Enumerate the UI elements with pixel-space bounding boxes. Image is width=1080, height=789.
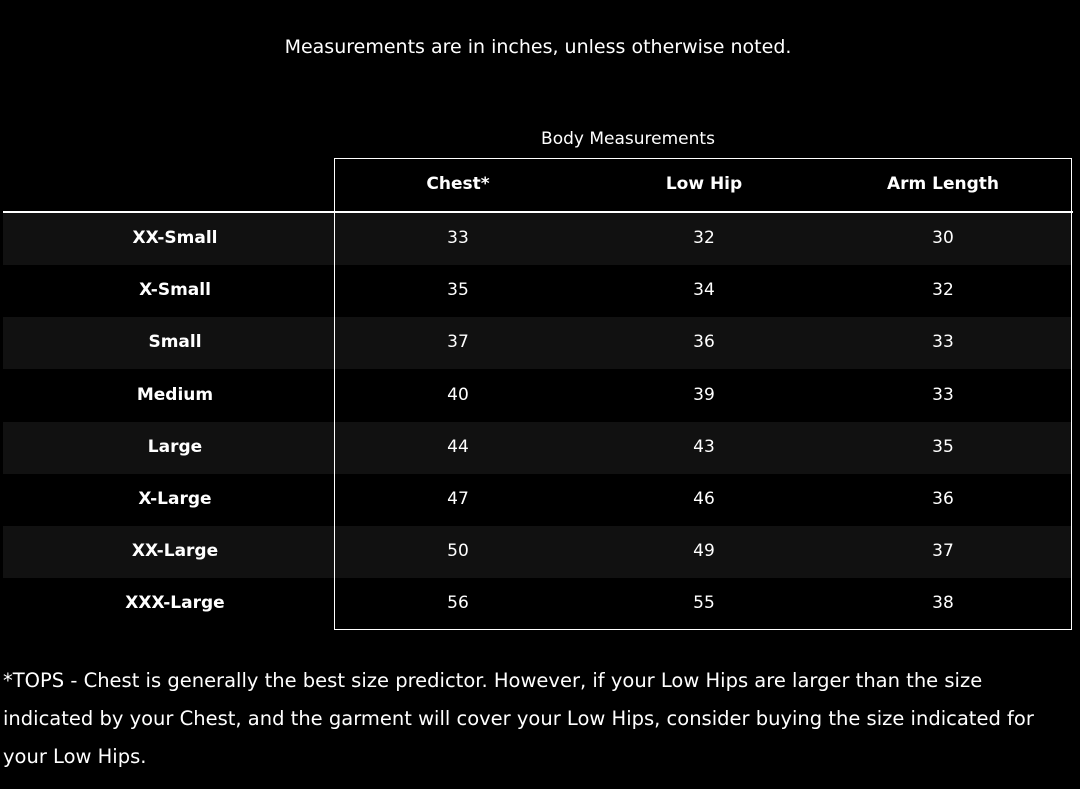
size-label: Large xyxy=(147,436,203,457)
column-header-low-hip: Low Hip xyxy=(665,174,743,194)
measurement-cell: 56 xyxy=(447,593,469,614)
measurement-cell: 46 xyxy=(693,489,715,509)
size-label: XXX-Large xyxy=(125,593,225,614)
units-note: Measurements are in inches, unless other… xyxy=(284,36,792,58)
table-row: XX-Large 50 49 37 xyxy=(3,526,1072,579)
size-label: Medium xyxy=(136,384,214,405)
table-row: XX-Small 33 32 30 xyxy=(3,213,1072,265)
size-label: X-Small xyxy=(139,280,211,301)
table-row: X-Small 35 34 32 xyxy=(3,265,1072,317)
size-label: XX-Small xyxy=(132,228,218,248)
size-label: X-Large xyxy=(138,489,212,509)
size-label: XX-Large xyxy=(131,541,219,562)
table-row: X-Large 47 46 36 xyxy=(3,474,1072,526)
measurement-cell: 40 xyxy=(447,384,469,405)
measurement-cell: 38 xyxy=(932,593,954,614)
measurement-cell: 32 xyxy=(932,280,954,301)
measurement-cell: 36 xyxy=(693,332,715,353)
size-label: Small xyxy=(148,332,202,353)
measurement-cell: 37 xyxy=(447,332,469,353)
column-header-arm-length: Arm Length xyxy=(886,174,1000,194)
measurements-box xyxy=(334,158,1072,630)
measurement-cell: 32 xyxy=(693,228,715,248)
measurement-cell: 55 xyxy=(693,593,715,614)
header-divider xyxy=(3,211,1073,213)
measurement-cell: 35 xyxy=(932,436,954,457)
measurement-cell: 30 xyxy=(932,228,954,248)
measurement-cell: 37 xyxy=(932,541,954,562)
measurement-cell: 36 xyxy=(932,489,954,509)
measurement-cell: 33 xyxy=(447,228,469,248)
measurement-cell: 33 xyxy=(932,332,954,353)
measurement-cell: 33 xyxy=(932,384,954,405)
measurement-cell: 35 xyxy=(447,280,469,301)
table-row: Medium 40 39 33 xyxy=(3,370,1072,422)
measurement-cell: 50 xyxy=(447,541,469,562)
footnote: *TOPS - Chest is generally the best size… xyxy=(3,669,1034,768)
column-header-chest: Chest* xyxy=(426,174,490,194)
measurement-cell: 49 xyxy=(693,541,715,562)
table-caption: Body Measurements xyxy=(541,129,715,149)
measurement-cell: 44 xyxy=(447,436,469,457)
table-row: Large 44 43 35 xyxy=(3,421,1072,474)
measurement-cell: 34 xyxy=(693,280,715,301)
table-row: Small 37 36 33 xyxy=(3,317,1072,370)
measurement-cell: 43 xyxy=(693,436,715,457)
table-row: XXX-Large 56 55 38 xyxy=(3,578,1072,630)
measurement-cell: 47 xyxy=(447,489,469,509)
measurement-cell: 39 xyxy=(693,384,715,405)
